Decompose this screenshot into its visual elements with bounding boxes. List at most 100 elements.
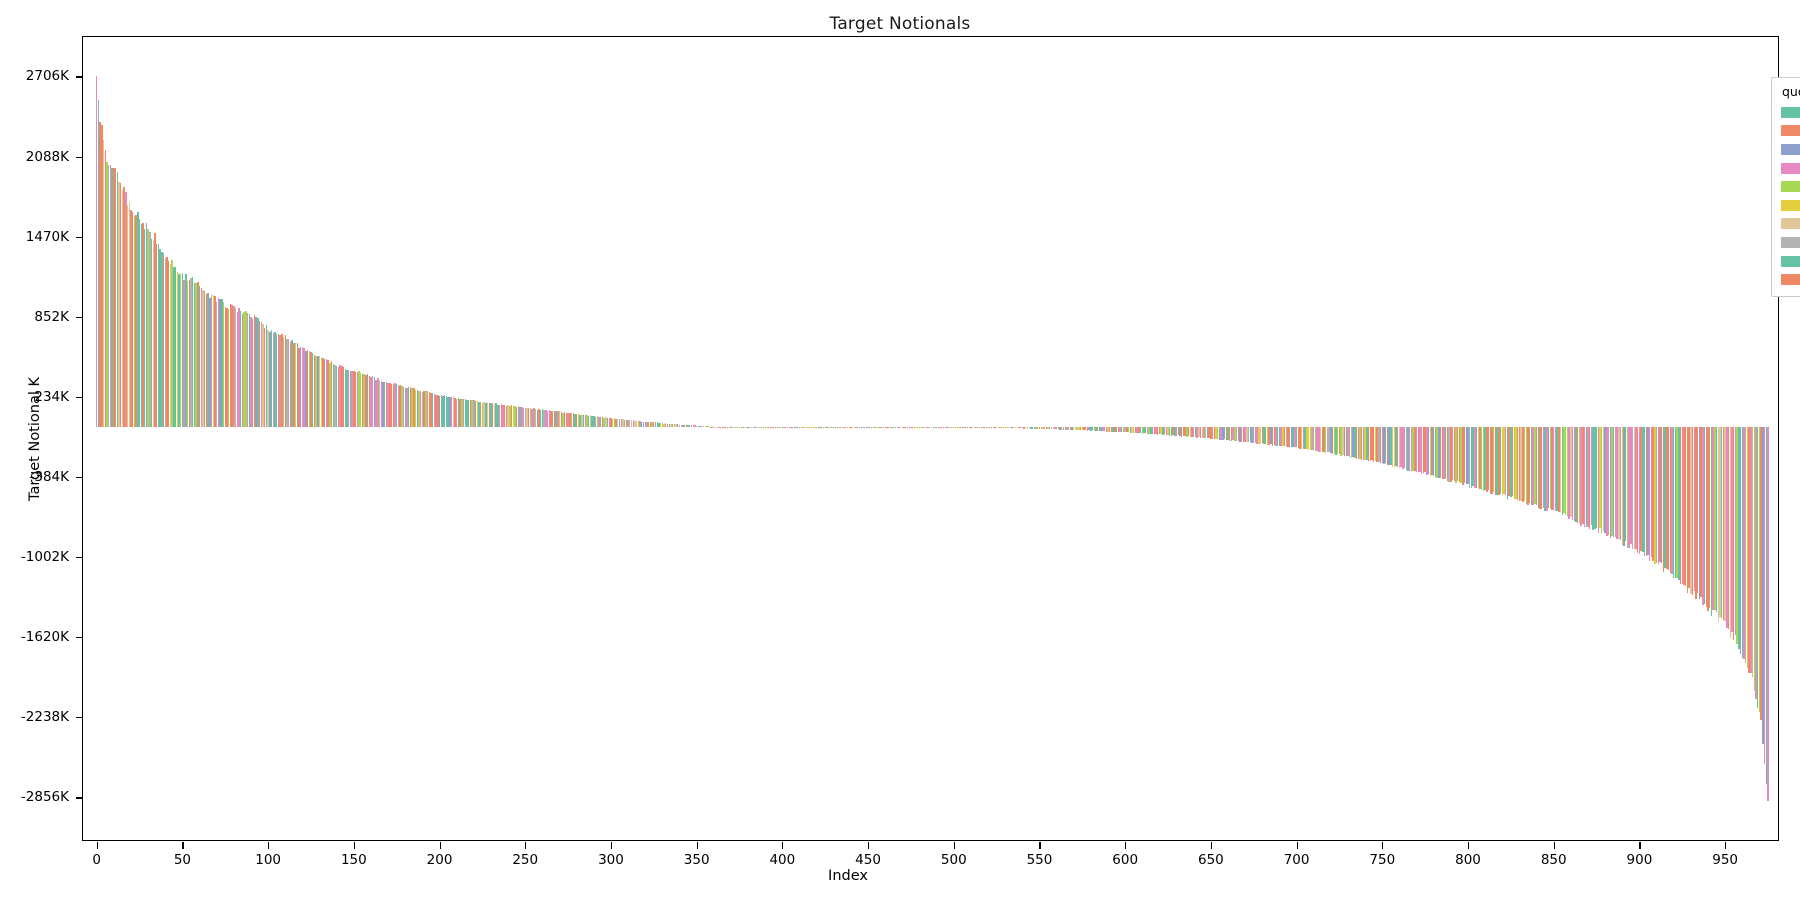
bar	[286, 338, 288, 428]
bar	[1748, 427, 1750, 674]
bar	[1354, 427, 1356, 459]
legend-item-jp[interactable]: JP	[1781, 159, 1800, 178]
bar	[180, 273, 182, 428]
bar	[1551, 427, 1553, 510]
legend-item-ph[interactable]: PH	[1781, 270, 1800, 289]
bar	[1023, 427, 1025, 429]
bar	[150, 239, 153, 428]
bar	[1647, 427, 1649, 556]
bar	[877, 427, 880, 429]
legend-item-sg[interactable]: SG	[1781, 196, 1800, 215]
bar	[1187, 427, 1190, 437]
legend-item-cn[interactable]: CN	[1781, 122, 1800, 141]
bar	[255, 316, 257, 428]
bar	[954, 427, 957, 429]
bar	[1373, 427, 1375, 462]
bar	[522, 407, 525, 428]
bar	[889, 427, 892, 429]
bar	[455, 398, 458, 428]
bar	[1558, 427, 1560, 513]
legend[interactable]: quoteCountry TWCNTHJPHKSGAUMYKRPH	[1771, 77, 1800, 297]
bar	[730, 426, 732, 428]
bar	[1278, 427, 1281, 446]
bar	[1333, 427, 1335, 455]
bar	[886, 427, 888, 428]
bar	[1021, 427, 1024, 429]
bar	[1266, 427, 1269, 445]
bar	[766, 427, 768, 429]
bar	[1743, 427, 1745, 659]
bar	[1407, 427, 1409, 471]
bar	[224, 306, 226, 428]
bar	[1448, 427, 1450, 482]
bar	[560, 412, 562, 428]
bar	[541, 409, 544, 428]
legend-item-au[interactable]: AU	[1781, 215, 1800, 234]
bar	[383, 382, 386, 428]
legend-item-th[interactable]: TH	[1781, 140, 1800, 159]
bar	[707, 426, 710, 428]
bar	[1148, 427, 1150, 435]
bar	[186, 281, 189, 428]
bar	[915, 427, 917, 429]
bar	[875, 427, 878, 429]
bar	[1325, 427, 1327, 454]
bar	[1249, 427, 1252, 442]
bar	[1136, 427, 1138, 433]
bar	[1733, 427, 1735, 641]
bar	[106, 161, 108, 428]
bar	[1273, 427, 1276, 445]
bar	[591, 416, 593, 428]
bar	[349, 370, 352, 428]
bar	[896, 427, 898, 429]
bar	[1446, 427, 1449, 482]
bar	[673, 424, 676, 428]
bar	[308, 350, 310, 428]
bar	[1335, 427, 1337, 455]
legend-item-kr[interactable]: KR	[1781, 252, 1800, 271]
bar	[683, 424, 686, 428]
bar	[1578, 427, 1581, 524]
bar	[1110, 427, 1113, 432]
bar	[205, 294, 208, 428]
bar	[879, 427, 881, 429]
bar	[817, 427, 820, 428]
bar	[850, 427, 852, 429]
legend-item-my[interactable]: MY	[1781, 233, 1800, 252]
bar	[1493, 427, 1495, 493]
bar	[737, 427, 739, 428]
bar	[939, 427, 941, 429]
bar	[819, 427, 821, 428]
bar	[241, 313, 244, 428]
bar	[694, 425, 696, 428]
bar	[118, 182, 120, 428]
bar	[788, 427, 790, 428]
bar	[320, 357, 322, 428]
bar	[1174, 427, 1176, 436]
bar	[210, 295, 213, 428]
bar	[958, 427, 960, 429]
bar	[1194, 427, 1197, 437]
bar	[1746, 427, 1749, 668]
bar	[1489, 427, 1491, 494]
bar	[395, 383, 398, 428]
legend-item-tw[interactable]: TW	[1781, 103, 1800, 122]
x-tick-label: 950	[1712, 852, 1739, 868]
bar	[1739, 427, 1742, 654]
x-tick-mark	[696, 842, 698, 849]
bar	[1265, 427, 1267, 444]
bar	[834, 427, 837, 428]
bar	[1066, 427, 1068, 430]
bar	[1067, 427, 1070, 430]
legend-item-hk[interactable]: HK	[1781, 177, 1800, 196]
bar	[1199, 427, 1202, 439]
bar	[721, 426, 724, 428]
bar	[1527, 427, 1529, 506]
bar	[1247, 427, 1250, 443]
bar	[1198, 427, 1200, 438]
bar	[334, 364, 336, 428]
bar	[1366, 427, 1368, 461]
bar	[279, 334, 281, 428]
bar	[363, 374, 365, 428]
bar	[1035, 427, 1037, 429]
